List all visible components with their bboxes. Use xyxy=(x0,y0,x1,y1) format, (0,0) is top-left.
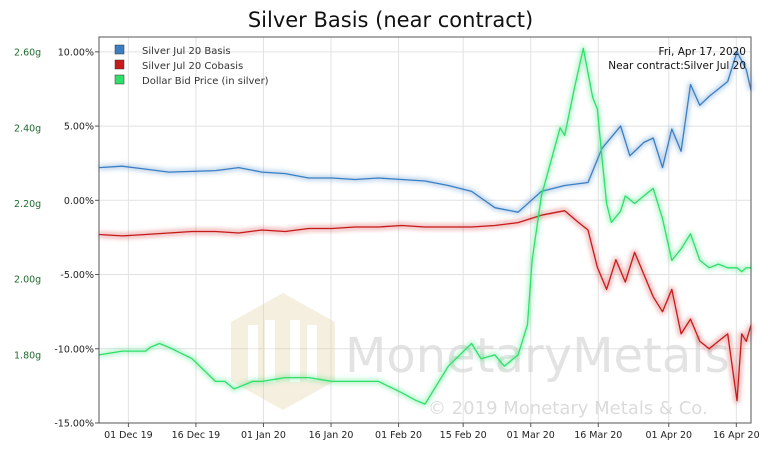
series-0 xyxy=(98,49,754,215)
legend-label-basis: Silver Jul 20 Basis xyxy=(142,46,231,57)
left-tick-label: 0.00% xyxy=(64,196,94,207)
right-tick-label: 1.80g xyxy=(14,350,41,361)
series-1 xyxy=(98,208,754,404)
right-tick-label: 2.60g xyxy=(14,48,41,59)
legend-label-cobasis: Silver Jul 20 Cobasis xyxy=(142,61,243,72)
annotation-date: Fri, Apr 17, 2020 xyxy=(659,46,746,58)
x-tick-label: 01 Mar 20 xyxy=(507,430,555,441)
x-tick-label: 01 Apr 20 xyxy=(645,430,692,441)
x-tick-label: 01 Dec 19 xyxy=(104,430,153,441)
right-axis: 2.60g 2.40g 2.20g 2.00g 1.80g xyxy=(14,48,41,362)
legend: Silver Jul 20 Basis Silver Jul 20 Cobasi… xyxy=(114,44,269,87)
x-tick-label: 16 Dec 19 xyxy=(172,430,221,441)
legend-item-dollar: Dollar Bid Price (in silver) xyxy=(114,74,269,87)
legend-swatch-dollar xyxy=(114,74,125,85)
annotation-contract: Near contract:Silver Jul 20 xyxy=(608,60,746,72)
x-axis: 01 Dec 19 16 Dec 19 01 Jan 20 16 Jan 20 01 F… xyxy=(104,423,760,441)
legend-label-dollar: Dollar Bid Price (in silver) xyxy=(142,76,269,87)
x-tick-label: 16 Jan 20 xyxy=(309,430,354,441)
series-line xyxy=(98,210,752,402)
x-tick-label: 16 Mar 20 xyxy=(574,430,622,441)
watermark-copyright: © 2019 Monetary Metals & Co. xyxy=(428,398,708,419)
left-tick-label: 5.00% xyxy=(64,122,94,133)
left-tick-label: -15.00% xyxy=(54,419,94,430)
x-tick-label: 16 Apr 20 xyxy=(713,430,760,441)
watermark-text: MonetaryMetals xyxy=(345,328,730,384)
right-tick-label: 2.20g xyxy=(14,199,41,210)
legend-swatch-cobasis xyxy=(114,59,125,70)
legend-swatch-basis xyxy=(114,44,125,55)
left-tick-label: -10.00% xyxy=(54,344,94,355)
legend-item-basis: Silver Jul 20 Basis xyxy=(114,44,231,57)
plot-border xyxy=(98,36,752,424)
x-tick-label: 01 Feb 20 xyxy=(375,430,422,441)
chart-title: Silver Basis (near contract) xyxy=(247,8,534,32)
left-axis: 10.00% 5.00% 0.00% -5.00% -10.00% -15.00% xyxy=(54,47,99,430)
left-tick-label: -5.00% xyxy=(60,270,94,281)
series-line xyxy=(98,51,752,213)
right-tick-label: 2.00g xyxy=(14,275,41,286)
left-tick-label: 10.00% xyxy=(58,47,94,58)
series-layer xyxy=(98,45,754,407)
x-tick-label: 15 Feb 20 xyxy=(440,430,487,441)
series-line xyxy=(98,47,751,405)
right-tick-label: 2.40g xyxy=(14,123,41,134)
legend-item-cobasis: Silver Jul 20 Cobasis xyxy=(114,59,243,72)
series-2 xyxy=(98,45,751,407)
x-tick-label: 01 Jan 20 xyxy=(241,430,286,441)
